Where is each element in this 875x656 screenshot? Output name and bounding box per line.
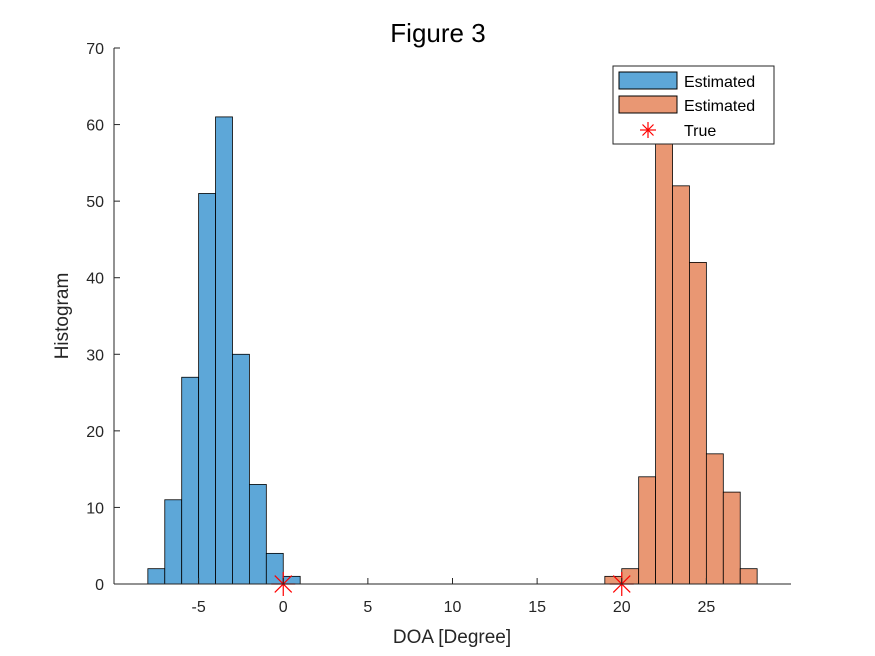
legend-label-estimated-1: Estimated [684,74,755,91]
histogram-bar-series-2-bin-5 [672,185,690,585]
histogram-bar-series-1-bin-8 [265,552,284,585]
x-tick-label: 0 [279,599,288,616]
histogram-bar-series-1-bin-3 [181,376,200,585]
legend-asterisk-icon [640,122,656,138]
histogram-bar-series-1-bin-6 [232,353,250,585]
x-tick-label: 20 [613,599,631,616]
x-axis-label: DOA [Degree] [393,627,511,648]
y-tick-label: 40 [86,271,104,288]
y-tick-label: 10 [86,500,104,517]
legend-label-estimated-2: Estimated [684,98,755,115]
y-tick-label: 0 [95,577,104,594]
histogram-bar-series-2-bin-6 [689,261,707,585]
histogram-bar-series-1-bin-5 [215,116,233,585]
legend: Estimated Estimated True [612,65,775,145]
y-tick-label: 20 [86,424,104,441]
legend-swatch-estimated-1 [618,71,678,90]
histogram-bar-series-1-bin-7 [248,484,267,585]
x-tick-label: 10 [444,599,462,616]
histogram-bar-series-1-bin-9 [282,575,301,585]
y-tick-label: 50 [86,194,104,211]
x-ticks: -5 0 5 10 15 20 25 [192,578,715,616]
y-tick-label: 70 [86,41,104,58]
y-ticks: 0 10 20 30 40 50 60 70 [86,41,120,594]
histogram-bar-series-2-bin-7 [705,453,724,585]
histogram-bar-series-2-bin-4 [655,139,673,585]
x-tick-label: 25 [697,599,715,616]
x-tick-label: -5 [192,599,206,616]
y-tick-label: 60 [86,118,104,135]
histogram-bar-series-2-bin-9 [739,568,758,585]
histogram-bar-series-1-bin-4 [198,193,216,585]
bars-layer [147,116,758,585]
legend-swatch-estimated-2 [618,95,678,114]
x-tick-label: 5 [363,599,372,616]
histogram-bar-series-1-bin-1 [147,568,166,585]
x-tick-label: 15 [528,599,546,616]
histogram-bar-series-2-bin-1 [604,575,623,585]
legend-label-true: True [684,123,716,140]
histogram-bar-series-2-bin-3 [638,476,656,585]
chart-title: Figure 3 [390,18,485,48]
histogram-bar-series-1-bin-2 [164,499,183,585]
y-axis-label: Histogram [52,273,73,360]
y-tick-label: 30 [86,347,104,364]
histogram-bar-series-2-bin-8 [722,491,741,585]
